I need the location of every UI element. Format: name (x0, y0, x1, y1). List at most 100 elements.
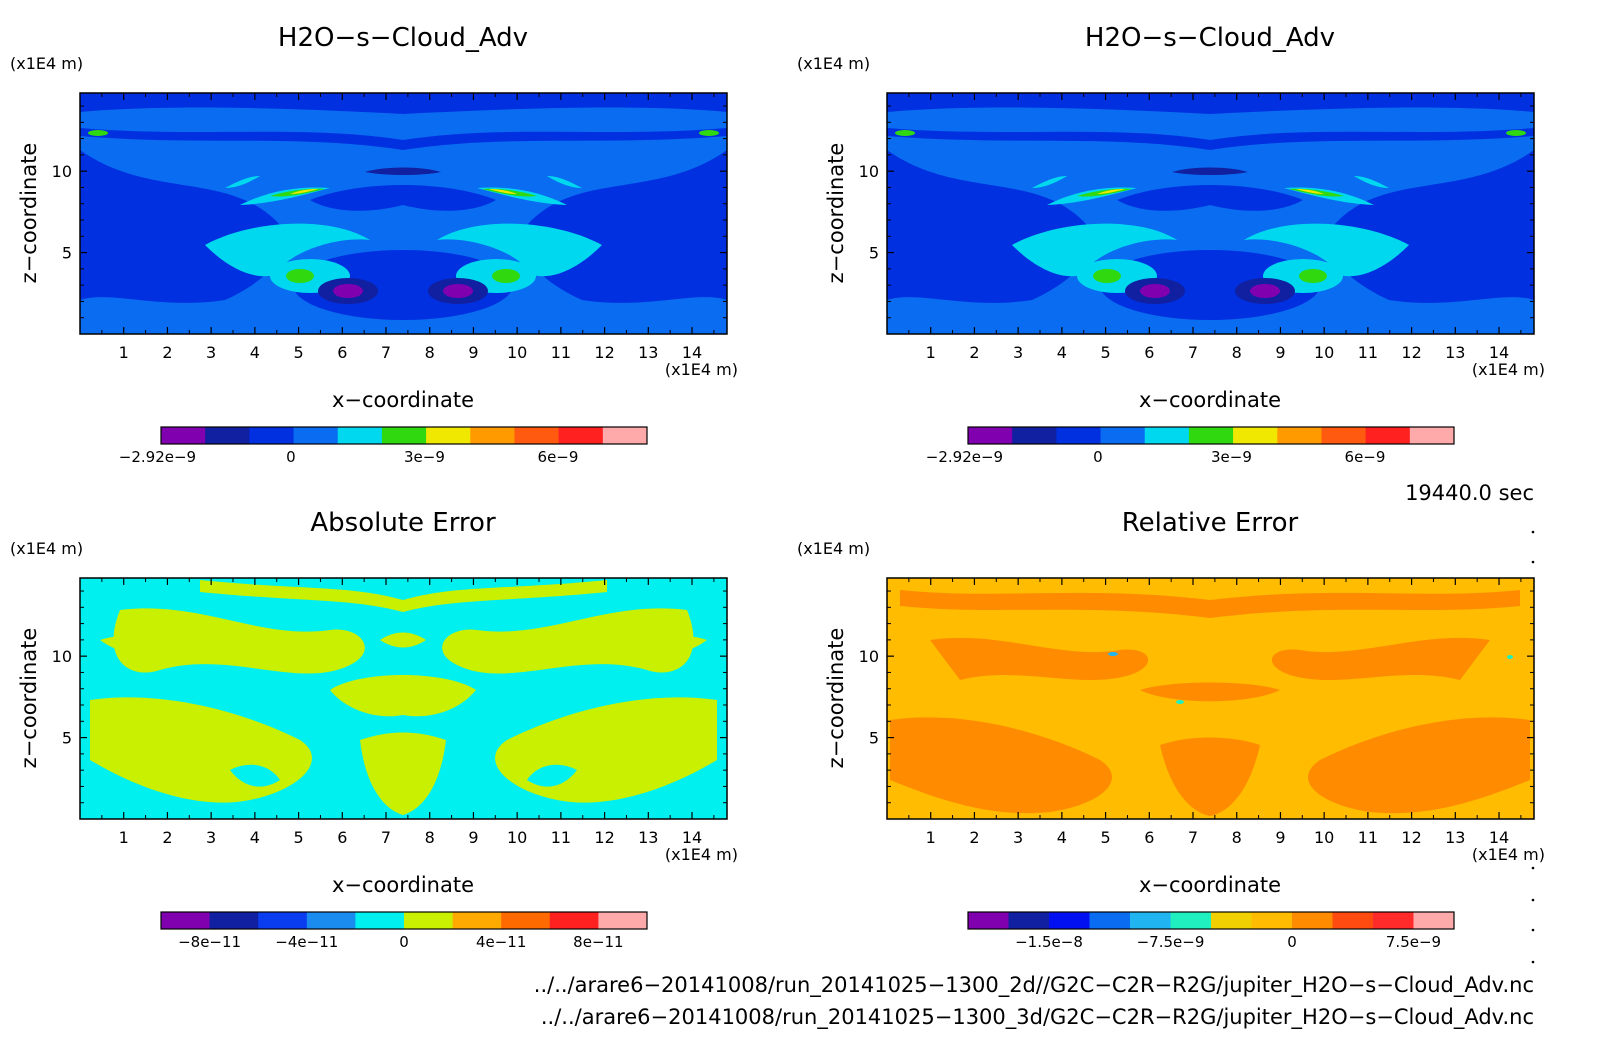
x-axis-label: x−coordinate (332, 873, 474, 897)
y-tick-label: 5 (869, 244, 879, 263)
x-tick-label: 7 (1188, 828, 1198, 847)
x-tick-label: 10 (1314, 343, 1334, 362)
colorbar-swatch (258, 912, 308, 929)
x-tick-label: 3 (206, 343, 216, 362)
colorbar-swatch (1130, 912, 1171, 929)
x-tick-label: 11 (551, 343, 571, 362)
panel-cloud-adv-2d: H2O−s−Cloud_Adv (x1E4 m) (10, 23, 738, 466)
margin-dots (1531, 530, 1535, 964)
colorbar-swatch (1251, 912, 1293, 929)
colorbar-tick-label: 3e−9 (1211, 448, 1252, 466)
y-tick-label: 10 (52, 647, 72, 666)
z-unit-label: (x1E4 m) (10, 54, 83, 73)
x-tick-label: 12 (1401, 828, 1421, 847)
colorbar-swatch (1089, 912, 1131, 929)
z-unit-label: (x1E4 m) (797, 54, 870, 73)
colorbar-swatch (209, 912, 259, 929)
colorbar-swatch (1292, 912, 1333, 929)
y-axis-label: z−coordinate (17, 143, 41, 284)
colorbar-tick-label: 6e−9 (538, 448, 579, 466)
colorbar-tick-label: −7.5e−9 (1137, 933, 1205, 951)
colorbar-swatch (426, 427, 471, 444)
x-tick-label: 2 (969, 343, 979, 362)
panel-absolute-error: Absolute Error (x1E4 m) 1 2 3 4 5 6 7 8 9 10 11 12 1… (10, 508, 738, 951)
colorbar-swatch (1409, 427, 1455, 444)
colorbar-swatch (306, 912, 356, 929)
colorbar-tick-label: 0 (399, 933, 409, 951)
x-tick-label: 2 (162, 828, 172, 847)
x-tick-label: 5 (1100, 828, 1110, 847)
z-unit-label: (x1E4 m) (10, 539, 83, 558)
x-tick-label: 10 (1314, 828, 1334, 847)
colorbar-swatch (1233, 427, 1278, 444)
x-axis-label: x−coordinate (332, 388, 474, 412)
contour-field (887, 93, 1534, 334)
colorbar-swatch (1365, 427, 1411, 444)
y-tick-label: 5 (62, 244, 72, 263)
colorbar-swatch (602, 427, 648, 444)
x-tick-label: 6 (337, 828, 347, 847)
contour-field (80, 93, 727, 334)
panel-title: Relative Error (1122, 508, 1299, 538)
y-tick-label: 5 (869, 729, 879, 748)
x-tick-label: 3 (1013, 343, 1023, 362)
x-tick-label: 6 (1144, 343, 1154, 362)
colorbar-swatch (1056, 427, 1102, 444)
x-tick-label: 13 (1445, 828, 1465, 847)
x-axis-label: x−coordinate (1139, 873, 1281, 897)
colorbar-swatch (1321, 427, 1367, 444)
y-tick-label: 10 (859, 647, 879, 666)
colorbar-swatch (470, 427, 515, 444)
x-tick-label: 7 (381, 828, 391, 847)
x-unit-label: (x1E4 m) (1472, 845, 1545, 864)
colorbar-swatch (1049, 912, 1090, 929)
x-tick-label: 9 (468, 343, 478, 362)
x-tick-label: 12 (1401, 343, 1421, 362)
colorbar-tick-label: 4e−11 (476, 933, 526, 951)
x-tick-label: 14 (682, 343, 702, 362)
colorbar-swatch (205, 427, 250, 444)
colorbar-swatch (1170, 912, 1212, 929)
x-tick-label: 11 (1358, 828, 1378, 847)
colorbar-swatch (1413, 912, 1455, 929)
x-tick-label: 14 (1489, 343, 1509, 362)
colorbar-frame (967, 426, 1455, 445)
colorbar-swatch (1008, 912, 1050, 929)
x-unit-label: (x1E4 m) (1472, 360, 1545, 379)
x-tick-label: 10 (507, 828, 527, 847)
x-tick-label: 8 (1232, 828, 1242, 847)
colorbar-swatch (452, 912, 502, 929)
colorbar-swatch (355, 912, 405, 929)
colorbar-swatch (1144, 427, 1190, 444)
file-path-3d: ../../arare6−20141008/run_20141025−1300_… (541, 1005, 1534, 1030)
z-unit-label: (x1E4 m) (797, 539, 870, 558)
x-axis-label: x−coordinate (1139, 388, 1281, 412)
colorbar-frame (967, 911, 1455, 930)
colorbar-swatch (249, 427, 295, 444)
x-tick-label: 3 (206, 828, 216, 847)
y-axis-label: z−coordinate (824, 628, 848, 769)
colorbar-tick-label: −2.92e−9 (926, 448, 1003, 466)
panel-title: H2O−s−Cloud_Adv (1085, 23, 1335, 53)
x-tick-label: 1 (119, 343, 129, 362)
x-unit-label: (x1E4 m) (665, 360, 738, 379)
colorbar-swatch (337, 427, 383, 444)
colorbar-tick-label: −4e−11 (275, 933, 338, 951)
x-tick-label: 14 (682, 828, 702, 847)
colorbar-tick-label: −2.92e−9 (119, 448, 196, 466)
x-tick-label: 12 (594, 828, 614, 847)
x-tick-label: 9 (1275, 343, 1285, 362)
colorbar-swatch (293, 427, 339, 444)
y-tick-label: 10 (52, 162, 72, 181)
x-tick-label: 11 (551, 828, 571, 847)
x-tick-label: 7 (1188, 343, 1198, 362)
colorbar-swatch (968, 427, 1013, 444)
y-tick-label: 10 (859, 162, 879, 181)
colorbar-swatch (501, 912, 551, 929)
x-tick-label: 6 (1144, 828, 1154, 847)
colorbar-swatch (968, 912, 1009, 929)
colorbar-swatch (1100, 427, 1146, 444)
x-tick-label: 13 (1445, 343, 1465, 362)
x-tick-label: 4 (250, 343, 260, 362)
